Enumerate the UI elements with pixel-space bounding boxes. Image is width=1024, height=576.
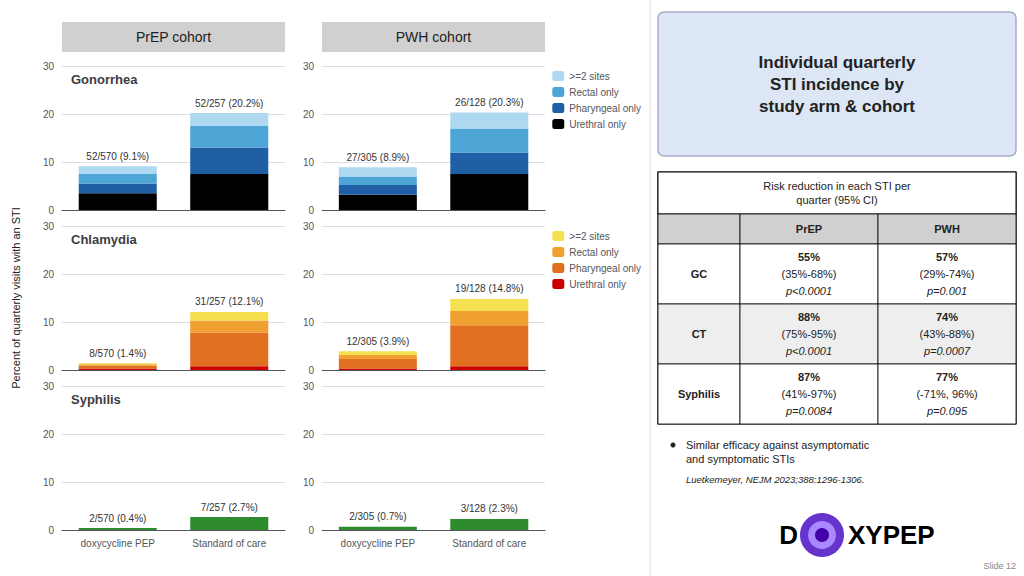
svg-text:2/570 (0.4%): 2/570 (0.4%): [89, 513, 146, 524]
svg-text:Standard of care: Standard of care: [192, 538, 266, 549]
svg-text:74%: 74%: [936, 311, 958, 323]
svg-text:p=0.095: p=0.095: [926, 405, 968, 417]
svg-text:STI incidence by: STI incidence by: [770, 75, 905, 94]
svg-text:study arm & cohort: study arm & cohort: [759, 97, 915, 116]
svg-text:0: 0: [48, 205, 54, 216]
svg-text:20: 20: [43, 269, 55, 280]
svg-text:p=0.0007: p=0.0007: [923, 345, 971, 357]
svg-text:Urethral only: Urethral only: [569, 279, 626, 290]
svg-text:30: 30: [43, 381, 55, 392]
svg-text:0: 0: [309, 525, 315, 536]
svg-text:0: 0: [48, 525, 54, 536]
svg-text:52/570 (9.1%): 52/570 (9.1%): [86, 151, 149, 162]
svg-text:p=0.001: p=0.001: [926, 285, 967, 297]
svg-text:Luetkemeyer, NEJM 2023;388:129: Luetkemeyer, NEJM 2023;388:1296-1306.: [686, 474, 865, 485]
svg-text:8/570 (1.4%): 8/570 (1.4%): [89, 348, 146, 359]
svg-text:10: 10: [43, 317, 55, 328]
svg-text:20: 20: [303, 269, 315, 280]
svg-text:(43%-88%): (43%-88%): [919, 328, 974, 340]
svg-text:p<0.0001: p<0.0001: [785, 285, 832, 297]
svg-text:doxycycline PEP: doxycycline PEP: [341, 538, 416, 549]
svg-text:Rectal only: Rectal only: [569, 247, 618, 258]
svg-text:55%: 55%: [798, 251, 820, 263]
svg-text:7/257 (2.7%): 7/257 (2.7%): [201, 502, 258, 513]
svg-text:GC: GC: [691, 268, 708, 280]
svg-text:27/305 (8.9%): 27/305 (8.9%): [346, 152, 409, 163]
svg-text:31/257 (12.1%): 31/257 (12.1%): [195, 296, 263, 307]
svg-text:XYPEP: XYPEP: [848, 520, 935, 550]
svg-text:Urethral only: Urethral only: [569, 119, 626, 130]
svg-text:PWH cohort: PWH cohort: [396, 29, 472, 45]
svg-text:Gonorrhea: Gonorrhea: [71, 72, 138, 87]
svg-text:26/128 (20.3%): 26/128 (20.3%): [455, 97, 523, 108]
svg-text:(35%-68%): (35%-68%): [781, 268, 836, 280]
svg-text:10: 10: [43, 157, 55, 168]
svg-text:20: 20: [303, 429, 315, 440]
svg-text:77%: 77%: [936, 371, 958, 383]
svg-text:Risk reduction in each STI per: Risk reduction in each STI per: [763, 180, 911, 192]
svg-text:and symptomatic STIs: and symptomatic STIs: [686, 453, 795, 465]
svg-text:Syphilis: Syphilis: [678, 388, 720, 400]
svg-text:10: 10: [303, 157, 315, 168]
svg-text:0: 0: [48, 365, 54, 376]
svg-text:2/305 (0.7%): 2/305 (0.7%): [349, 511, 406, 522]
svg-text:19/128 (14.8%): 19/128 (14.8%): [455, 283, 523, 294]
svg-text:>=2 sites: >=2 sites: [569, 71, 610, 82]
svg-text:PrEP: PrEP: [796, 223, 822, 235]
svg-text:Individual quarterly: Individual quarterly: [759, 53, 916, 72]
svg-text:Standard of care: Standard of care: [452, 538, 526, 549]
svg-text:Percent of quarterly visits wi: Percent of quarterly visits with an STI: [10, 207, 22, 389]
svg-text:PWH: PWH: [934, 223, 960, 235]
svg-text:(41%-97%): (41%-97%): [781, 388, 836, 400]
svg-text:(-71%, 96%): (-71%, 96%): [916, 388, 977, 400]
svg-text:20: 20: [303, 109, 315, 120]
svg-text:D: D: [779, 520, 798, 550]
svg-text:doxycycline PEP: doxycycline PEP: [81, 538, 156, 549]
svg-text:PrEP cohort: PrEP cohort: [136, 29, 211, 45]
svg-text:0: 0: [309, 205, 315, 216]
svg-text:10: 10: [303, 477, 315, 488]
svg-text:Similar efficacy against asymp: Similar efficacy against asymptomatic: [686, 439, 870, 451]
svg-text:(75%-95%): (75%-95%): [781, 328, 836, 340]
svg-text:CT: CT: [692, 328, 707, 340]
svg-text:30: 30: [303, 381, 315, 392]
svg-text:20: 20: [43, 109, 55, 120]
svg-text:Rectal only: Rectal only: [569, 87, 618, 98]
svg-text:quarter (95% CI): quarter (95% CI): [796, 194, 877, 206]
svg-text:52/257 (20.2%): 52/257 (20.2%): [195, 98, 263, 109]
svg-text:Slide 12: Slide 12: [983, 561, 1016, 571]
svg-text:10: 10: [43, 477, 55, 488]
svg-text:88%: 88%: [798, 311, 820, 323]
svg-text:87%: 87%: [798, 371, 820, 383]
svg-text:12/305 (3.9%): 12/305 (3.9%): [346, 336, 409, 347]
svg-text:Pharyngeal only: Pharyngeal only: [569, 103, 641, 114]
svg-text:30: 30: [303, 221, 315, 232]
svg-text:30: 30: [43, 61, 55, 72]
svg-text:10: 10: [303, 317, 315, 328]
svg-text:30: 30: [303, 61, 315, 72]
svg-text:Chlamydia: Chlamydia: [71, 232, 138, 247]
svg-text:3/128 (2.3%): 3/128 (2.3%): [461, 503, 518, 514]
svg-text:Syphilis: Syphilis: [71, 392, 121, 407]
svg-text:p<0.0001: p<0.0001: [785, 345, 832, 357]
svg-text:>=2 sites: >=2 sites: [569, 231, 610, 242]
svg-text:30: 30: [43, 221, 55, 232]
svg-text:p=0.0084: p=0.0084: [785, 405, 832, 417]
svg-text:Pharyngeal only: Pharyngeal only: [569, 263, 641, 274]
svg-text:57%: 57%: [936, 251, 958, 263]
svg-text:(29%-74%): (29%-74%): [919, 268, 974, 280]
svg-text:20: 20: [43, 429, 55, 440]
svg-text:0: 0: [309, 365, 315, 376]
